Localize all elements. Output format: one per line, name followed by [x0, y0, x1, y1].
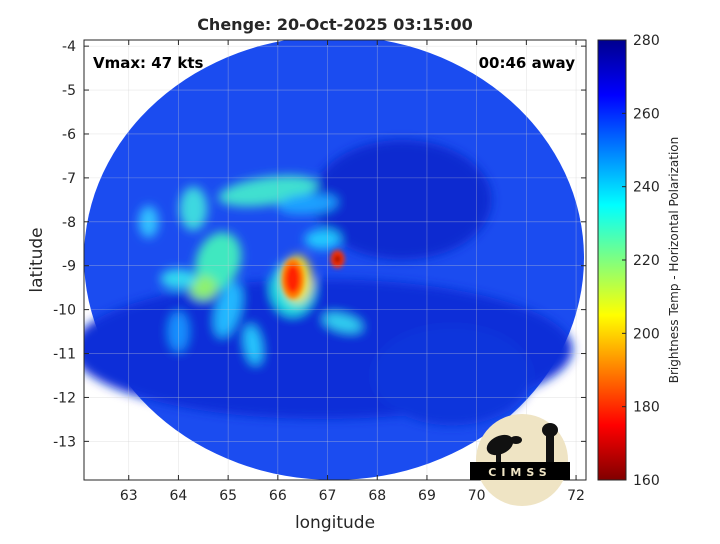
- x-tick-label: 64: [170, 488, 188, 504]
- grid-overlay: [84, 40, 586, 480]
- brightness-feature: [195, 232, 242, 291]
- y-tick-label: -7: [62, 171, 76, 187]
- vmax-annotation: Vmax: 47 kts: [93, 54, 203, 72]
- y-tick-label: -5: [62, 83, 76, 99]
- colorbar-ticks: 160 180 200 220 240 260 280: [622, 33, 660, 489]
- colorbar-tick-label: 240: [633, 180, 660, 196]
- y-tick-label: -6: [62, 127, 76, 143]
- x-tick-label: 63: [120, 488, 138, 504]
- brightness-feature: [189, 275, 218, 300]
- cimss-logo: CIMSS: [470, 414, 570, 506]
- brightness-feature: [244, 325, 262, 365]
- colorbar-label: Brightness Temp - Horizontal Polarizatio…: [667, 137, 681, 384]
- colorbar: [597, 39, 627, 481]
- logo-text: CIMSS: [488, 466, 551, 479]
- convective-core: [334, 255, 341, 264]
- colorbar-tick-label: 220: [633, 253, 660, 269]
- colorbar-tick-label: 180: [633, 400, 660, 416]
- y-tick-label: -4: [62, 39, 76, 55]
- brightness-feature: [179, 186, 208, 231]
- convective-core: [285, 264, 300, 293]
- y-axis-label: latitude: [27, 227, 47, 292]
- y-tick-label: -13: [53, 434, 76, 450]
- colorbar-tick-label: 280: [633, 33, 660, 49]
- x-tick-label: 65: [219, 488, 237, 504]
- y-tick-label: -12: [53, 390, 76, 406]
- chart-title: Chenge: 20-Oct-2025 03:15:00: [197, 15, 473, 34]
- axes-box: [83, 39, 587, 481]
- x-tick-label: 67: [319, 488, 337, 504]
- colorbar-tick-label: 160: [633, 473, 660, 489]
- y-tick-label: -11: [53, 347, 76, 363]
- brightness-feature: [277, 193, 338, 215]
- y-tick-label: -9: [62, 259, 76, 275]
- heatmap-image: [84, 40, 584, 480]
- ticks: 63646566676869707172-4-5-6-7-8-9-10-11-1…: [53, 39, 586, 504]
- x-tick-label: 69: [418, 488, 436, 504]
- y-tick-label: -10: [53, 303, 76, 319]
- brightness-feature: [371, 325, 532, 426]
- brightness-feature: [304, 229, 341, 250]
- x-axis-label: longitude: [295, 513, 375, 533]
- y-tick-label: -8: [62, 215, 76, 231]
- colorbar-tick-label: 260: [633, 106, 660, 122]
- brightness-feature: [323, 313, 362, 333]
- brightness-feature: [312, 139, 493, 260]
- x-tick-label: 66: [269, 488, 287, 504]
- x-tick-label: 68: [368, 488, 386, 504]
- x-tick-label: 70: [468, 488, 486, 504]
- time-offset-annotation: 00:46 away: [479, 54, 576, 72]
- colorbar-tick-label: 200: [633, 326, 660, 342]
- x-tick-label: 72: [567, 488, 585, 504]
